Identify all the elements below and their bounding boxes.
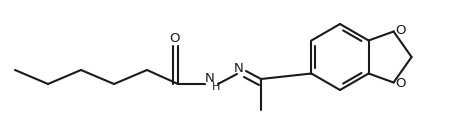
Text: N: N [234,61,244,74]
Text: N: N [205,72,215,86]
Text: O: O [170,33,180,45]
Text: O: O [396,24,406,37]
Text: H: H [212,82,221,92]
Text: O: O [396,77,406,90]
